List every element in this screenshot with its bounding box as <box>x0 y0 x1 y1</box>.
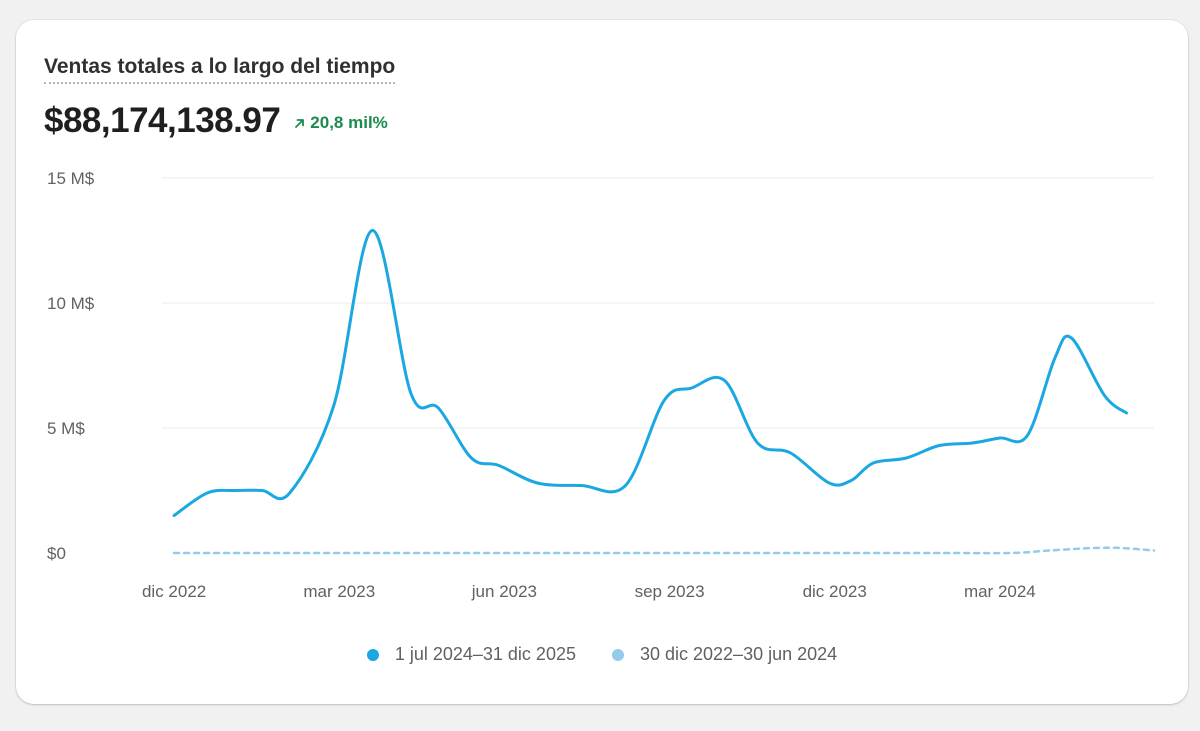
arrow-up-right-icon <box>295 118 305 128</box>
legend-item-previous[interactable]: 30 dic 2022–30 jun 2024 <box>611 644 838 665</box>
x-tick-label-4: dic 2023 <box>803 582 867 601</box>
x-tick-label-1: mar 2023 <box>303 582 375 601</box>
x-tick-label-0: dic 2022 <box>142 582 206 601</box>
y-tick-label-2: 10 M$ <box>47 294 95 313</box>
chart-title[interactable]: Ventas totales a lo largo del tiempo <box>44 54 396 84</box>
total-sales-value: $88,174,138.97 <box>44 101 281 140</box>
total-row: $88,174,138.97 20,8 mil% <box>44 100 388 142</box>
change-value: 20,8 mil% <box>310 113 388 132</box>
x-tick-label-5: mar 2024 <box>964 582 1036 601</box>
chart-legend: 1 jul 2024–31 dic 2025 30 dic 2022–30 ju… <box>16 644 1188 665</box>
series-line-current <box>172 228 1128 517</box>
x-tick-label-2: jun 2023 <box>471 582 537 601</box>
legend-dot-previous <box>611 648 624 661</box>
legend-dot-current <box>366 648 379 661</box>
legend-label-previous: 30 dic 2022–30 jun 2024 <box>639 644 838 664</box>
series-line-previous <box>172 546 1156 555</box>
y-tick-label-0: $0 <box>47 544 66 563</box>
legend-item-current[interactable]: 1 jul 2024–31 dic 2025 <box>366 644 576 665</box>
line-chart[interactable]: $0 5 M$ 10 M$ 15 M$ dic 2022 mar 2023 jun 2023… <box>16 20 1188 640</box>
x-tick-label-3: sep 2023 <box>635 582 705 601</box>
legend-label-current: 1 jul 2024–31 dic 2025 <box>394 644 576 664</box>
y-tick-label-1: 5 M$ <box>47 419 85 438</box>
sales-card: Ventas totales a lo largo del tiempo $88… <box>16 20 1188 704</box>
change-indicator: 20,8 mil% <box>294 113 388 133</box>
y-tick-label-3: 15 M$ <box>47 169 95 188</box>
